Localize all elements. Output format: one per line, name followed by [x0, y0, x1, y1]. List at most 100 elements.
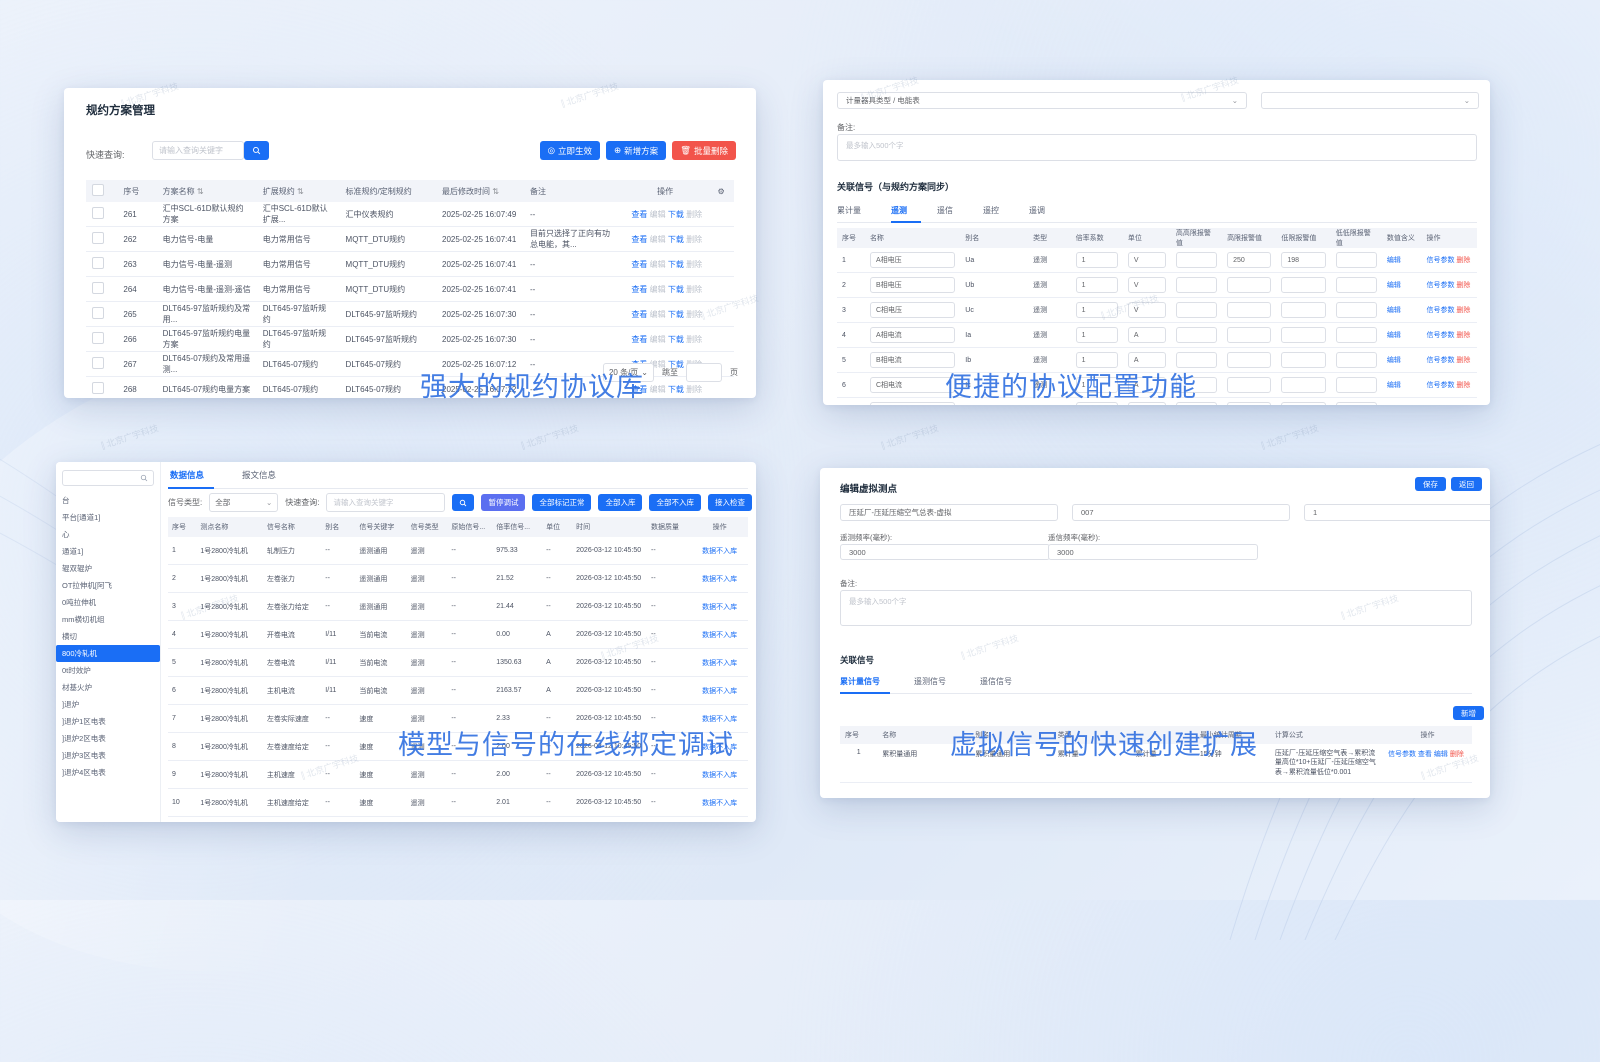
- cell-value-meaning[interactable]: 编辑: [1381, 372, 1422, 398]
- col-settings[interactable]: ⚙: [708, 180, 734, 202]
- cell-unit[interactable]: V: [1122, 297, 1171, 323]
- view-link[interactable]: 查看: [631, 284, 648, 294]
- row-checkbox-cell[interactable]: [86, 376, 118, 398]
- tree-node[interactable]: 材基火炉: [62, 683, 92, 692]
- table-row[interactable]: 264 电力信号-电量-遥测-遥信 电力常用信号 MQTT_DTU规约 2025-02-…: [86, 276, 734, 302]
- cell-ll-alarm[interactable]: [1330, 248, 1382, 273]
- cell-actions[interactable]: 数据不入库: [691, 620, 748, 649]
- remark-textarea[interactable]: 最多输入500个字: [837, 134, 1477, 161]
- signal-param-link[interactable]: 信号参数: [1426, 257, 1455, 264]
- row-checkbox-cell[interactable]: [86, 226, 118, 252]
- row-checkbox[interactable]: [92, 232, 104, 244]
- cell-l-alarm[interactable]: [1276, 272, 1331, 298]
- download-link[interactable]: 下载: [667, 359, 684, 369]
- download-link[interactable]: 下载: [667, 259, 684, 269]
- cell-ratio[interactable]: 1: [1070, 272, 1123, 298]
- cell-hh-alarm[interactable]: [1170, 347, 1223, 373]
- add-scheme-button[interactable]: ⊕ 新增方案: [606, 141, 667, 160]
- delete-link[interactable]: 删除: [1456, 332, 1471, 339]
- cell-h-alarm[interactable]: [1222, 297, 1277, 323]
- row-checkbox-cell[interactable]: [86, 202, 118, 227]
- cell-unit[interactable]: A: [1122, 397, 1171, 405]
- table-row[interactable]: 1 A相电压 Ua 遥测 1 V 250 198 编辑 信号参数 删除: [837, 248, 1477, 273]
- cell-l-alarm[interactable]: [1276, 372, 1331, 398]
- cell-ll-alarm[interactable]: [1330, 347, 1382, 373]
- search-button[interactable]: [452, 494, 475, 511]
- delete-link[interactable]: 删除: [1456, 357, 1471, 364]
- secondary-select[interactable]: ⌄: [1261, 92, 1479, 109]
- quick-search-input[interactable]: 请输入查询关键字: [326, 493, 446, 512]
- l-alarm-input[interactable]: [1281, 377, 1326, 393]
- cell-l-alarm[interactable]: [1276, 297, 1331, 323]
- no-store-link[interactable]: 数据不入库: [702, 603, 738, 611]
- l-alarm-input[interactable]: [1281, 352, 1326, 368]
- tree-node[interactable]: 0吨拉伸机: [62, 598, 97, 607]
- apply-now-button[interactable]: ◎ 立即生效: [539, 141, 601, 160]
- h-alarm-input[interactable]: [1227, 352, 1272, 368]
- cell-actions[interactable]: 数据不入库: [691, 732, 748, 761]
- table-row[interactable]: 2 1号2800冷轧机 左卷张力 -- 遥测通用 遥测 -- 21.52 -- 2026-03-1…: [168, 564, 748, 593]
- col-modified-time[interactable]: 最后修改时间 ⇅: [436, 180, 524, 202]
- hh-alarm-input[interactable]: [1175, 277, 1218, 293]
- tree-node[interactable]: mm横切机组: [62, 615, 105, 624]
- cell-name[interactable]: A相电压: [864, 248, 961, 273]
- view-link[interactable]: 查看: [631, 334, 648, 344]
- table-row[interactable]: 1 1号2800冷轧机 轧制压力 -- 遥测通用 遥测 -- 975.33 -- 2026-03-…: [168, 537, 748, 565]
- cell-value-meaning[interactable]: 编辑: [1381, 347, 1422, 373]
- save-button[interactable]: 保存: [1415, 477, 1446, 491]
- tab-数据信息[interactable]: 数据信息: [168, 469, 215, 489]
- tree-node[interactable]: 通道1]: [62, 547, 84, 556]
- ratio-input[interactable]: 1: [1075, 352, 1118, 368]
- no-store-link[interactable]: 数据不入库: [702, 771, 738, 779]
- mark-all-normal-button[interactable]: 全部标记正常: [532, 494, 592, 511]
- delete-link[interactable]: 删除: [1456, 307, 1471, 314]
- cell-h-alarm[interactable]: [1222, 397, 1277, 405]
- cell-hh-alarm[interactable]: [1170, 297, 1223, 323]
- cell-l-alarm[interactable]: [1276, 322, 1331, 348]
- hh-alarm-input[interactable]: [1175, 327, 1218, 343]
- cell-value-meaning[interactable]: 编辑: [1381, 297, 1422, 323]
- unit-input[interactable]: A: [1127, 327, 1166, 343]
- cell-actions[interactable]: 数据不入库: [691, 564, 748, 593]
- cell-h-alarm[interactable]: [1222, 372, 1277, 398]
- cell-actions[interactable]: 数据不入库: [691, 676, 748, 705]
- tree-node[interactable]: 辊双辊炉: [62, 564, 92, 573]
- cell-l-alarm[interactable]: [1276, 347, 1331, 373]
- table-row[interactable]: 5 1号2800冷轧机 左卷电流 I/11 当前电流 遥测 -- 1350.63 A 2026-0…: [168, 648, 748, 677]
- no-store-link[interactable]: 数据不入库: [702, 575, 738, 583]
- cell-ll-alarm[interactable]: [1330, 272, 1382, 298]
- ll-alarm-input[interactable]: [1335, 277, 1377, 293]
- cell-unit[interactable]: A: [1122, 372, 1171, 398]
- ratio-input[interactable]: 1: [1075, 277, 1118, 293]
- view-link[interactable]: 查看: [631, 259, 648, 269]
- ratio-input[interactable]: 1: [1075, 252, 1118, 268]
- unit-input[interactable]: V: [1127, 252, 1166, 268]
- page-size-select[interactable]: 20 条/页 ⌄: [602, 363, 654, 382]
- ll-alarm-input[interactable]: [1335, 402, 1377, 405]
- delete-link[interactable]: 删除: [1456, 382, 1471, 389]
- row-checkbox-cell[interactable]: [86, 326, 118, 352]
- cell-value-meaning[interactable]: 编辑: [1381, 248, 1422, 273]
- cell-value-meaning[interactable]: 编辑: [1381, 322, 1422, 348]
- cell-name[interactable]: C相电流: [864, 372, 961, 398]
- download-link[interactable]: 下载: [667, 209, 684, 219]
- store-none-button[interactable]: 全部不入库: [649, 494, 701, 511]
- batch-delete-button[interactable]: 🗑 批量删除: [672, 141, 736, 160]
- delete-link[interactable]: 删除: [1456, 282, 1471, 289]
- tree-search-input[interactable]: [62, 470, 154, 486]
- table-row[interactable]: 6 1号2800冷轧机 主机电流 I/11 当前电流 遥测 -- 2163.57 A 2026-0…: [168, 676, 748, 705]
- table-row[interactable]: 4 A相电流 Ia 遥测 1 A 编辑 信号参数 删除: [837, 322, 1477, 348]
- name-input[interactable]: B相电流: [869, 352, 956, 368]
- tab-遥测[interactable]: 遥测: [891, 205, 921, 223]
- table-row[interactable]: 8 1号2800冷轧机 左卷速度给定 -- 速度 遥测 -- 2.00 -- 2026-03-12…: [168, 732, 748, 761]
- signal-param-link[interactable]: 信号参数: [1426, 282, 1455, 289]
- cell-l-alarm[interactable]: 198: [1276, 248, 1331, 273]
- view-link[interactable]: 查看: [631, 309, 648, 319]
- row-checkbox-cell[interactable]: [86, 301, 118, 327]
- table-row[interactable]: 265 DLT645-97监听规约及常用... DLT645-97监听规约 DLT64…: [86, 301, 734, 327]
- access-check-button[interactable]: 接入检查: [707, 494, 752, 511]
- download-link[interactable]: 下载: [667, 284, 684, 294]
- row-checkbox[interactable]: [92, 382, 104, 394]
- cell-ratio[interactable]: 1: [1070, 347, 1123, 373]
- ratio-input[interactable]: 1: [1075, 402, 1118, 405]
